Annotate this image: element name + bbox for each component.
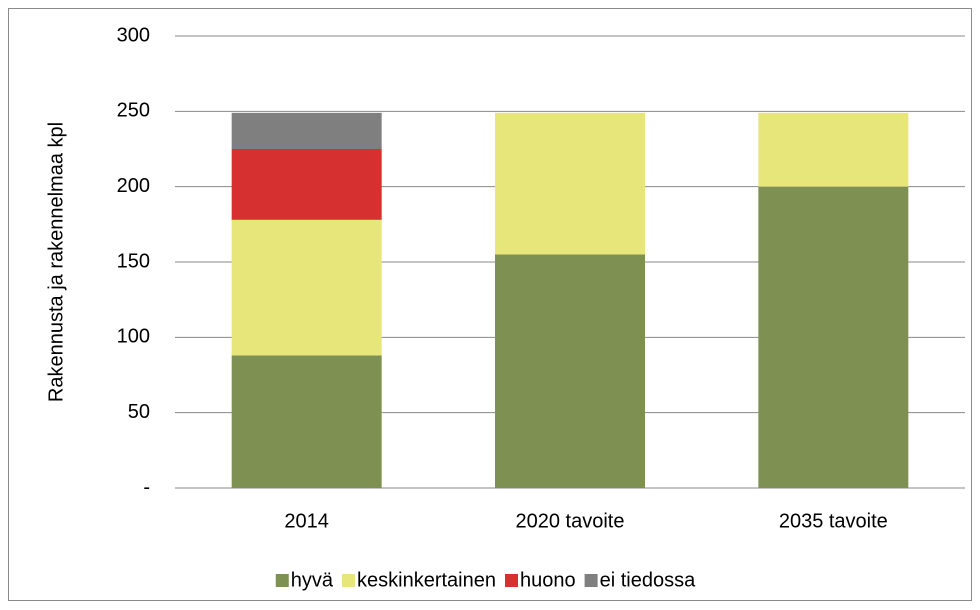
legend-label: ei tiedossa <box>600 569 696 591</box>
bar-segment <box>758 112 909 187</box>
y-tick-label: 200 <box>117 175 150 197</box>
y-tick-label: 250 <box>117 100 150 122</box>
bar-segment <box>231 219 382 356</box>
bar-segment <box>495 254 645 488</box>
x-tick-label: 2035 tavoite <box>779 510 888 532</box>
x-tick-label: 2020 tavoite <box>516 510 625 532</box>
y-tick-label: - <box>143 476 150 498</box>
y-tick-label: 100 <box>117 326 150 348</box>
y-tick-label: 50 <box>128 401 150 423</box>
bar-segment <box>495 112 645 255</box>
bar-segment <box>231 112 382 149</box>
legend-swatch <box>342 574 356 587</box>
legend-swatch <box>504 574 518 587</box>
legend-swatch <box>584 574 598 587</box>
bar-segment <box>231 355 382 488</box>
legend-label: keskinkertainen <box>357 569 496 591</box>
y-tick-label: 150 <box>117 250 150 272</box>
y-axis-label: Rakennusta ja rakennelmaa kpl <box>45 122 67 402</box>
bar-segment <box>231 149 382 220</box>
legend-swatch <box>275 574 289 587</box>
legend-label: hyvä <box>291 569 334 591</box>
y-tick-label: 300 <box>117 24 150 46</box>
bar-segment <box>758 186 909 488</box>
x-tick-label: 2014 <box>284 510 329 532</box>
legend-label: huono <box>520 569 576 591</box>
